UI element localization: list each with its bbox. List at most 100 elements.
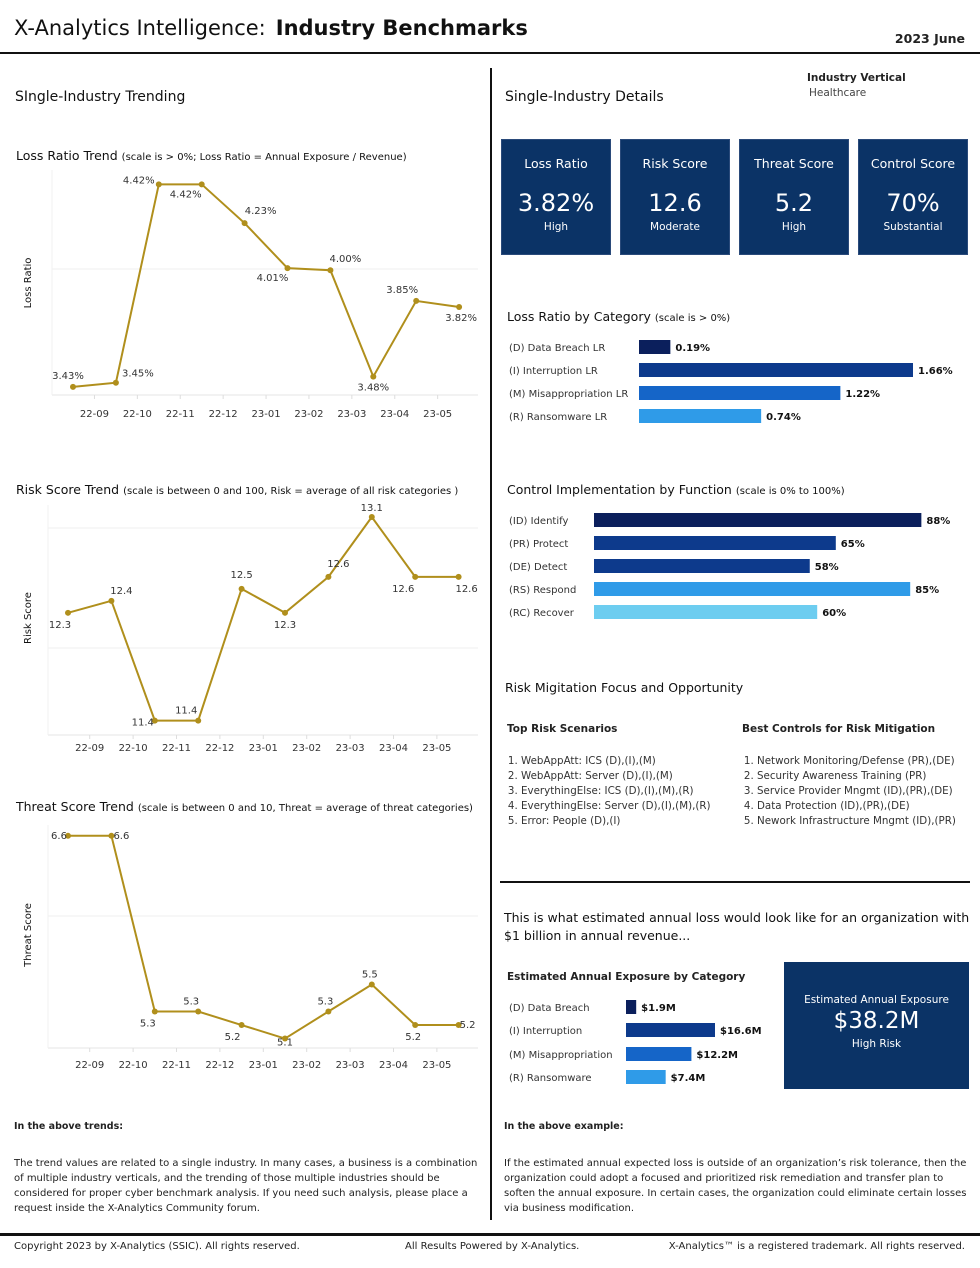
x-tick-label: 23-03 bbox=[337, 409, 366, 420]
data-point bbox=[413, 297, 420, 304]
x-tick-label: 22-11 bbox=[162, 743, 191, 754]
data-point bbox=[368, 981, 375, 988]
bar-category-label: (I) Interruption bbox=[509, 1026, 582, 1037]
data-point bbox=[65, 609, 71, 616]
data-point bbox=[327, 267, 334, 274]
title-prefix: X-Analytics Intelligence: bbox=[14, 16, 266, 40]
scenarios-title: Top Risk Scenarios bbox=[507, 723, 618, 735]
data-point bbox=[325, 573, 332, 580]
industry-vertical-label: Industry Vertical bbox=[807, 72, 906, 84]
x-tick-label: 22-12 bbox=[209, 409, 238, 420]
bar bbox=[626, 1000, 637, 1014]
bar bbox=[594, 559, 810, 573]
control-item: Data Protection (ID),(PR),(DE) bbox=[757, 799, 956, 814]
data-label: 12.5 bbox=[230, 570, 252, 581]
data-label: 11.4 bbox=[175, 706, 197, 717]
data-label: 5.2 bbox=[405, 1032, 421, 1043]
data-label: 11.4 bbox=[132, 718, 154, 729]
bar-category-label: (M) Misappropriation LR bbox=[509, 389, 628, 400]
data-point bbox=[151, 717, 158, 724]
tile-risk-score[interactable]: Risk Score 12.6 Moderate bbox=[620, 139, 730, 255]
series-line bbox=[72, 183, 460, 388]
data-point bbox=[456, 304, 463, 311]
controls-list: Network Monitoring/Defense (PR),(DE) Sec… bbox=[743, 754, 956, 829]
bar-category-label: (D) Data Breach LR bbox=[509, 343, 605, 354]
bar-value-label: 85% bbox=[915, 585, 939, 596]
scenario-item: WebAppAtt: ICS (D),(I),(M) bbox=[521, 754, 711, 769]
data-point bbox=[195, 717, 202, 724]
vertical-divider bbox=[490, 68, 492, 1220]
x-tick-label: 22-10 bbox=[119, 1060, 148, 1071]
x-tick-label: 23-01 bbox=[252, 409, 281, 420]
data-label: 5.1 bbox=[277, 1038, 293, 1049]
page-title: X-Analytics Intelligence: Industry Benchm… bbox=[14, 16, 528, 40]
y-axis-label: Loss Ratio bbox=[23, 258, 34, 309]
control-item: Nework Infrastructure Mngmt (ID),(PR) bbox=[757, 814, 956, 829]
exposure-tile[interactable]: Estimated Annual Exposure $38.2M High Ri… bbox=[784, 962, 969, 1089]
bar bbox=[594, 536, 836, 550]
bar-category-label: (R) Ransomware bbox=[509, 1073, 592, 1084]
right-section-title: Single-Industry Details bbox=[505, 89, 664, 105]
data-point bbox=[195, 1008, 202, 1015]
risk-trend-title: Risk Score Trend (scale is between 0 and … bbox=[16, 482, 459, 497]
bar bbox=[626, 1047, 692, 1061]
data-label: 3.45% bbox=[122, 369, 154, 380]
footer-powered: All Results Powered by X-Analytics. bbox=[405, 1241, 580, 1252]
bar-value-label: 0.19% bbox=[675, 343, 710, 354]
top-divider bbox=[0, 52, 980, 54]
bar-value-label: 65% bbox=[841, 539, 865, 550]
data-label: 6.6 bbox=[51, 831, 67, 842]
bar-category-label: (ID) Identify bbox=[509, 516, 568, 527]
mitigation-title: Risk Migitation Focus and Opportunity bbox=[505, 680, 744, 695]
bar-value-label: 60% bbox=[822, 608, 846, 619]
footer-trademark: X-Analytics™ is a registered trademark. … bbox=[668, 1241, 965, 1252]
x-tick-label: 23-03 bbox=[336, 1060, 365, 1071]
x-tick-label: 23-02 bbox=[292, 743, 321, 754]
scenarios-list: WebAppAtt: ICS (D),(I),(M) WebAppAtt: Se… bbox=[507, 754, 711, 829]
bar-value-label: $1.9M bbox=[641, 1003, 676, 1014]
data-label: 3.48% bbox=[357, 383, 389, 394]
industry-vertical-value[interactable]: Healthcare bbox=[809, 87, 867, 99]
x-tick-label: 23-01 bbox=[249, 743, 278, 754]
x-tick-label: 22-12 bbox=[205, 1060, 234, 1071]
bar-value-label: 0.74% bbox=[766, 412, 801, 423]
control-item: Network Monitoring/Defense (PR),(DE) bbox=[757, 754, 956, 769]
data-point bbox=[151, 1008, 158, 1015]
exposure-category-title: Estimated Annual Exposure by Category bbox=[507, 971, 746, 983]
data-label: 12.6 bbox=[392, 584, 414, 595]
report-date: 2023 June bbox=[894, 31, 965, 46]
y-axis-label: Risk Score bbox=[23, 592, 34, 644]
x-tick-label: 22-11 bbox=[162, 1060, 191, 1071]
bar-category-label: (RS) Respond bbox=[509, 585, 576, 596]
data-point bbox=[238, 585, 245, 592]
data-label: 4.01% bbox=[257, 273, 289, 284]
x-tick-label: 23-05 bbox=[422, 1060, 451, 1071]
data-point bbox=[241, 220, 248, 227]
bar-category-label: (DE) Detect bbox=[509, 562, 567, 573]
data-label: 3.43% bbox=[52, 371, 84, 382]
right-notes-title: In the above example: bbox=[504, 1121, 624, 1132]
tile-threat-score[interactable]: Threat Score 5.2 High bbox=[739, 139, 849, 255]
loss-trend-title: Loss Ratio Trend (scale is > 0%; Loss Rat… bbox=[16, 148, 407, 163]
data-label: 5.3 bbox=[317, 997, 333, 1008]
tile-loss-ratio[interactable]: Loss Ratio 3.82% High bbox=[501, 139, 611, 255]
x-tick-label: 23-01 bbox=[249, 1060, 278, 1071]
bar bbox=[594, 605, 818, 619]
control-item: Security Awareness Training (PR) bbox=[757, 769, 956, 784]
data-point bbox=[284, 265, 291, 272]
data-label: 12.4 bbox=[110, 586, 132, 597]
data-label: 3.85% bbox=[386, 285, 418, 296]
x-tick-label: 22-12 bbox=[205, 743, 234, 754]
data-label: 3.82% bbox=[445, 313, 477, 324]
bar-category-label: (I) Interruption LR bbox=[509, 366, 598, 377]
x-tick-label: 22-09 bbox=[75, 1060, 104, 1071]
x-tick-label: 22-10 bbox=[123, 409, 152, 420]
data-label: 5.2 bbox=[460, 1020, 476, 1031]
bar bbox=[626, 1023, 715, 1037]
bar-category-label: (D) Data Breach bbox=[509, 1003, 590, 1014]
data-point bbox=[65, 832, 71, 839]
data-label: 4.00% bbox=[330, 254, 362, 265]
x-tick-label: 23-02 bbox=[294, 409, 323, 420]
x-tick-label: 23-05 bbox=[422, 743, 451, 754]
tile-control-score[interactable]: Control Score 70% Substantial bbox=[858, 139, 968, 255]
